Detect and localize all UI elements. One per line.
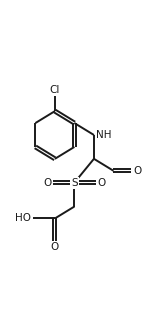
Text: Cl: Cl bbox=[50, 85, 60, 95]
Text: HO: HO bbox=[15, 213, 31, 223]
Text: O: O bbox=[133, 166, 141, 176]
Text: S: S bbox=[71, 178, 78, 188]
Text: O: O bbox=[43, 178, 52, 188]
Text: O: O bbox=[97, 178, 105, 188]
Text: NH: NH bbox=[96, 130, 112, 140]
Text: O: O bbox=[51, 242, 59, 252]
